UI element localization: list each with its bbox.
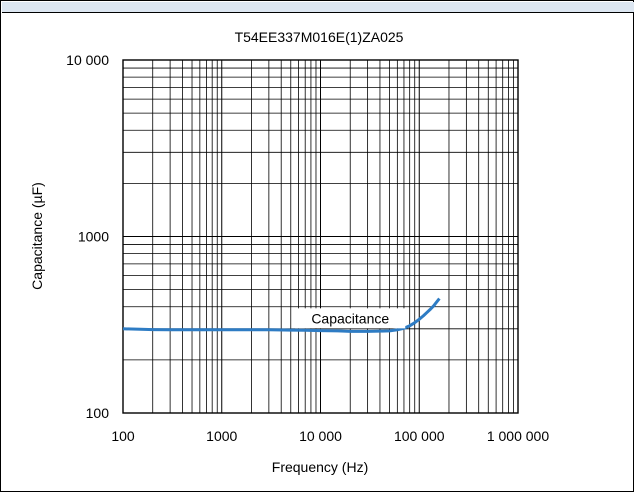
- series-line-capacitance: [122, 297, 441, 333]
- annotation-layer: Capacitance: [295, 308, 406, 329]
- y-tick-label: 100: [86, 405, 110, 421]
- chart-title: T54EE337M016E(1)ZA025: [235, 29, 404, 45]
- annotation-label: Capacitance: [311, 310, 389, 326]
- x-axis-label: Frequency (Hz): [272, 459, 368, 475]
- annotation-box: [295, 308, 406, 329]
- y-tick-label: 10 000: [66, 52, 109, 68]
- tick-labels: 100 1000 10 000 100 000 1 000 000 100 1000 10 0…: [66, 52, 549, 444]
- y-axis-label: Capacitance (µF): [29, 182, 45, 290]
- plot-area-border: [122, 59, 519, 414]
- y-tick-label: 1000: [78, 229, 109, 245]
- x-tick-label: 100: [111, 428, 135, 444]
- x-tick-label: 10 000: [299, 428, 342, 444]
- header-band: [2, 2, 634, 13]
- x-tick-label: 1000: [206, 428, 237, 444]
- x-tick-label: 1 000 000: [487, 428, 549, 444]
- grid: [123, 60, 518, 413]
- x-tick-label: 100 000: [394, 428, 445, 444]
- series-layer: [122, 297, 441, 333]
